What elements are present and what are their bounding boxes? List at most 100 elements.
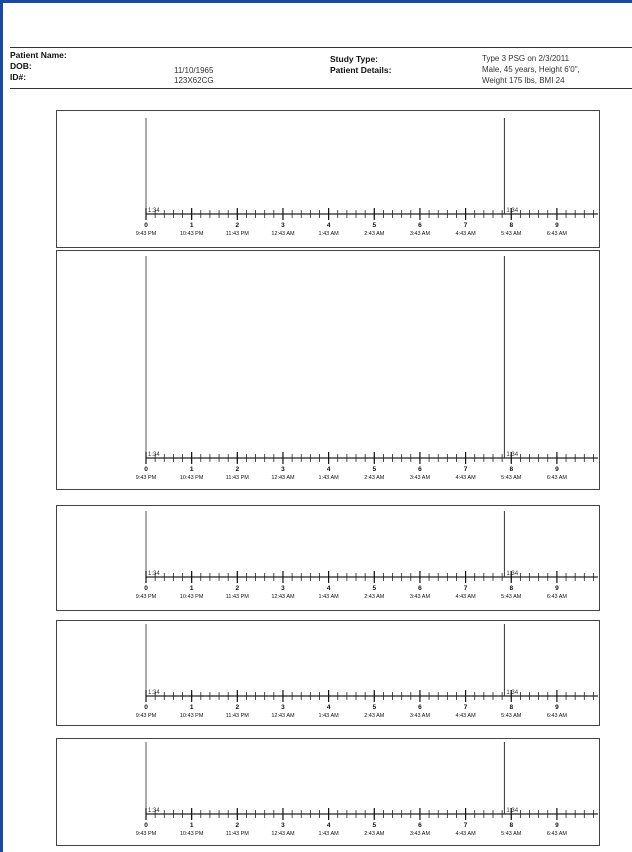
x-tick-hour: 8 xyxy=(509,222,513,229)
x-tick-clock: 2:43 AM xyxy=(364,475,385,481)
x-tick-clock: 10:43 PM xyxy=(180,475,204,481)
x-tick-hour: 0 xyxy=(144,704,148,711)
x-tick-clock: 3:43 AM xyxy=(410,475,431,481)
x-tick-hour: 2 xyxy=(236,822,240,829)
x-tick-clock: 9:43 PM xyxy=(136,231,157,237)
x-tick-clock: 9:43 PM xyxy=(136,475,157,481)
x-tick-hour: 4 xyxy=(327,704,331,711)
x-tick-hour: 1 xyxy=(190,822,194,829)
end-time-label: 1:34 xyxy=(506,571,518,577)
x-tick-clock: 12:43 AM xyxy=(271,231,295,237)
x-tick-clock: 11:43 PM xyxy=(226,231,250,237)
x-tick-clock: 10:43 PM xyxy=(180,713,204,719)
x-tick-hour: 4 xyxy=(327,466,331,473)
x-tick-hour: 6 xyxy=(418,585,422,592)
x-tick-clock: 12:43 AM xyxy=(271,713,295,719)
panel-border xyxy=(56,250,600,490)
x-tick-hour: 4 xyxy=(327,822,331,829)
x-tick-clock: 4:43 AM xyxy=(456,594,477,600)
body-position-chart: LeftRightSupineProneUprightPosition1:341… xyxy=(56,620,600,726)
x-tick-clock: 3:43 AM xyxy=(410,231,431,237)
panel-border xyxy=(56,110,600,248)
x-tick-hour: 2 xyxy=(236,585,240,592)
x-tick-hour: 5 xyxy=(372,222,376,229)
end-time-label: 1:34 xyxy=(506,208,518,214)
x-tick-clock: 1:43 AM xyxy=(319,713,340,719)
x-tick-clock: 6:43 AM xyxy=(547,831,568,837)
top-margin xyxy=(3,3,632,47)
start-time-label: 1:34 xyxy=(148,452,160,458)
x-tick-clock: 12:43 AM xyxy=(271,831,295,837)
end-time-label: 1:34 xyxy=(506,452,518,458)
x-tick-hour: 8 xyxy=(509,822,513,829)
start-time-label: 1:34 xyxy=(148,690,160,696)
x-tick-clock: 5:43 AM xyxy=(501,594,522,600)
x-tick-hour: 6 xyxy=(418,466,422,473)
x-tick-hour: 1 xyxy=(190,585,194,592)
x-tick-clock: 11:43 PM xyxy=(226,713,250,719)
x-tick-clock: 6:43 AM xyxy=(547,231,568,237)
x-tick-hour: 2 xyxy=(236,704,240,711)
x-tick-hour: 7 xyxy=(464,585,468,592)
x-tick-hour: 5 xyxy=(372,704,376,711)
start-time-label: 1:34 xyxy=(148,571,160,577)
x-tick-hour: 6 xyxy=(418,822,422,829)
x-tick-hour: 9 xyxy=(555,585,559,592)
patient-details-label: Patient Details: xyxy=(330,65,392,75)
x-tick-clock: 5:43 AM xyxy=(501,713,522,719)
x-tick-clock: 6:43 AM xyxy=(547,594,568,600)
x-tick-hour: 7 xyxy=(464,822,468,829)
x-tick-hour: 8 xyxy=(509,704,513,711)
id-label: ID#: xyxy=(10,72,27,82)
x-tick-clock: 10:43 PM xyxy=(180,231,204,237)
x-tick-hour: 5 xyxy=(372,822,376,829)
x-tick-hour: 6 xyxy=(418,704,422,711)
dob-value: 11/10/1965 xyxy=(174,66,214,75)
x-tick-hour: 8 xyxy=(509,585,513,592)
panel-border xyxy=(56,505,600,611)
x-tick-clock: 6:43 AM xyxy=(547,713,568,719)
details-line-1: Male, 45 years, Height 6'0", xyxy=(482,65,580,74)
respiratory-events-chart: Obstructive ApneaMixed ApneaCentral Apne… xyxy=(56,250,600,490)
x-tick-clock: 11:43 PM xyxy=(226,831,250,837)
x-tick-clock: 1:43 AM xyxy=(319,475,340,481)
study-type-value: Type 3 PSG on 2/3/2011 xyxy=(482,54,570,63)
x-tick-hour: 4 xyxy=(327,585,331,592)
x-tick-clock: 3:43 AM xyxy=(410,831,431,837)
x-tick-hour: 1 xyxy=(190,704,194,711)
x-tick-hour: 3 xyxy=(281,466,285,473)
x-tick-hour: 9 xyxy=(555,704,559,711)
x-tick-hour: 2 xyxy=(236,222,240,229)
x-tick-clock: 2:43 AM xyxy=(364,594,385,600)
x-tick-clock: 12:43 AM xyxy=(271,475,295,481)
x-tick-hour: 2 xyxy=(236,466,240,473)
x-tick-clock: 12:43 AM xyxy=(271,594,295,600)
x-tick-clock: 3:43 AM xyxy=(410,713,431,719)
end-time-label: 1:34 xyxy=(506,808,518,814)
x-tick-hour: 5 xyxy=(372,466,376,473)
panel-border xyxy=(56,620,600,726)
x-tick-clock: 1:43 AM xyxy=(319,831,340,837)
x-tick-clock: 9:43 PM xyxy=(136,594,157,600)
x-tick-hour: 8 xyxy=(509,466,513,473)
x-tick-hour: 6 xyxy=(418,222,422,229)
x-tick-hour: 4 xyxy=(327,222,331,229)
x-tick-clock: 6:43 AM xyxy=(547,475,568,481)
id-value: 123X62CG xyxy=(174,76,214,85)
x-tick-hour: 0 xyxy=(144,466,148,473)
x-tick-hour: 1 xyxy=(190,466,194,473)
x-tick-clock: 10:43 PM xyxy=(180,831,204,837)
x-tick-clock: 9:43 PM xyxy=(136,713,157,719)
x-tick-clock: 4:43 AM xyxy=(456,475,477,481)
x-tick-clock: 10:43 PM xyxy=(180,594,204,600)
start-time-label: 1:34 xyxy=(148,808,160,814)
x-tick-hour: 3 xyxy=(281,704,285,711)
x-tick-hour: 3 xyxy=(281,822,285,829)
patient-header: Patient Name: DOB: ID#: 11/10/1965 123X6… xyxy=(10,47,632,89)
start-time-label: 1:34 xyxy=(148,208,160,214)
x-tick-clock: 4:43 AM xyxy=(456,231,477,237)
study-type-label: Study Type: xyxy=(330,54,379,64)
x-tick-hour: 5 xyxy=(372,585,376,592)
x-tick-hour: 9 xyxy=(555,822,559,829)
